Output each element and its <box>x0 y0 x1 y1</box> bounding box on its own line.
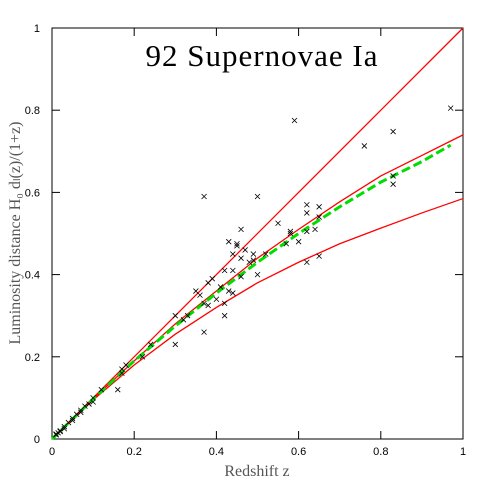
x-tick-label: 1 <box>460 446 466 458</box>
data-point <box>90 395 96 401</box>
fit-line <box>50 143 452 441</box>
data-point <box>184 312 191 319</box>
data-point <box>316 214 322 220</box>
data-point <box>390 181 396 187</box>
data-point <box>201 193 207 200</box>
y-tick-label: 0.8 <box>25 105 40 117</box>
data-point <box>238 226 244 233</box>
data-point <box>69 417 76 424</box>
data-point <box>304 259 310 266</box>
data-point <box>61 425 68 432</box>
data-point <box>234 243 240 249</box>
data-point <box>147 341 154 348</box>
data-point <box>361 143 368 149</box>
data-point <box>242 247 248 253</box>
data-point <box>246 259 253 266</box>
data-point <box>316 253 322 259</box>
data-point <box>201 300 207 307</box>
data-point <box>254 271 261 278</box>
data-point <box>250 257 257 263</box>
fit-line <box>51 134 464 440</box>
data-point <box>119 366 125 372</box>
x-tick-label: 0.4 <box>209 446 224 458</box>
data-point <box>312 226 318 233</box>
data-point <box>217 284 224 290</box>
data-point <box>238 273 244 280</box>
data-point <box>304 228 310 235</box>
data-point <box>221 267 228 274</box>
y-tick-label: 0.2 <box>25 352 40 364</box>
y-tick-label: 0.6 <box>25 187 40 199</box>
data-point <box>250 251 257 257</box>
x-tick-label: 0 <box>49 446 55 458</box>
data-point <box>119 370 125 377</box>
data-point <box>225 288 232 294</box>
data-point <box>254 193 261 200</box>
data-point <box>221 300 228 307</box>
x-tick-label: 0.6 <box>291 446 306 458</box>
fit-line <box>51 27 464 440</box>
data-point <box>172 341 179 348</box>
x-tick-label: 0.8 <box>373 446 388 458</box>
data-point <box>139 354 146 360</box>
y-tick-label: 0 <box>34 434 40 446</box>
data-point <box>287 230 294 237</box>
data-point <box>304 210 310 216</box>
data-point <box>53 431 59 437</box>
data-point <box>230 251 236 257</box>
data-point <box>172 312 179 319</box>
data-point <box>221 312 228 319</box>
data-point <box>287 228 294 235</box>
data-point <box>390 173 396 179</box>
data-point <box>90 399 96 405</box>
data-point <box>201 329 207 335</box>
y-axis-label: Luminosity distance H₀ dₗ(z)/(1+z) <box>7 122 24 345</box>
x-axis-label: Redshift z <box>224 463 289 480</box>
data-point <box>234 240 240 247</box>
data-point <box>197 292 203 298</box>
plot-frame <box>51 27 464 440</box>
data-point <box>390 128 396 135</box>
data-point <box>230 267 236 274</box>
data-point <box>304 201 310 208</box>
data-point <box>291 117 298 124</box>
data-point <box>86 401 92 407</box>
data-point <box>447 105 454 111</box>
fit-line <box>51 197 464 440</box>
data-point <box>275 220 281 227</box>
data-point <box>213 296 220 303</box>
data-point <box>53 432 59 438</box>
data-point <box>225 238 232 245</box>
data-point <box>238 255 244 261</box>
data-point <box>98 386 105 393</box>
y-tick-label: 1 <box>34 23 40 35</box>
x-tick-label: 0.2 <box>127 446 142 458</box>
data-point <box>262 251 269 257</box>
data-point <box>283 240 290 247</box>
data-point <box>77 409 84 416</box>
data-point <box>230 290 236 296</box>
chart-title: 92 Supernovae Ia <box>146 38 379 73</box>
data-point <box>295 238 302 245</box>
data-point <box>114 386 121 393</box>
data-point <box>316 204 322 210</box>
y-tick-label: 0.4 <box>25 270 40 282</box>
data-point <box>205 302 211 309</box>
data-point <box>205 280 211 286</box>
